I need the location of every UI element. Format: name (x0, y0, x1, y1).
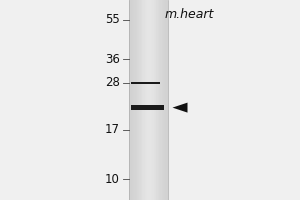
Bar (159, 0, 160, 200)
Polygon shape (172, 103, 188, 113)
Bar (146, 0, 147, 200)
Bar (152, 0, 154, 200)
Text: 10: 10 (105, 173, 120, 186)
Bar (141, 0, 142, 200)
Bar (145, 0, 146, 200)
Bar (131, 105, 164, 110)
Bar (142, 0, 143, 200)
Text: 17: 17 (105, 123, 120, 136)
Bar (150, 0, 151, 200)
Bar (154, 0, 155, 200)
Bar (164, 0, 165, 200)
Text: 28: 28 (105, 76, 120, 89)
Text: m.heart: m.heart (164, 8, 214, 21)
Bar (161, 0, 163, 200)
Bar (129, 0, 130, 200)
Bar (156, 0, 158, 200)
Bar (136, 0, 137, 200)
Bar (163, 0, 164, 200)
Bar (132, 0, 133, 200)
Bar (134, 0, 136, 200)
Bar (155, 0, 156, 200)
Bar (165, 0, 167, 200)
Bar (131, 82, 160, 84)
Bar (143, 0, 145, 200)
Bar (137, 0, 138, 200)
Bar (160, 0, 161, 200)
Bar (158, 0, 159, 200)
Text: 55: 55 (105, 13, 120, 26)
Bar (167, 0, 168, 200)
Bar (147, 0, 148, 200)
Bar (148, 0, 150, 200)
Bar (130, 0, 132, 200)
Bar (133, 0, 134, 200)
Bar (151, 0, 152, 200)
Text: 36: 36 (105, 53, 120, 66)
Bar (140, 0, 141, 200)
Bar (138, 0, 140, 200)
